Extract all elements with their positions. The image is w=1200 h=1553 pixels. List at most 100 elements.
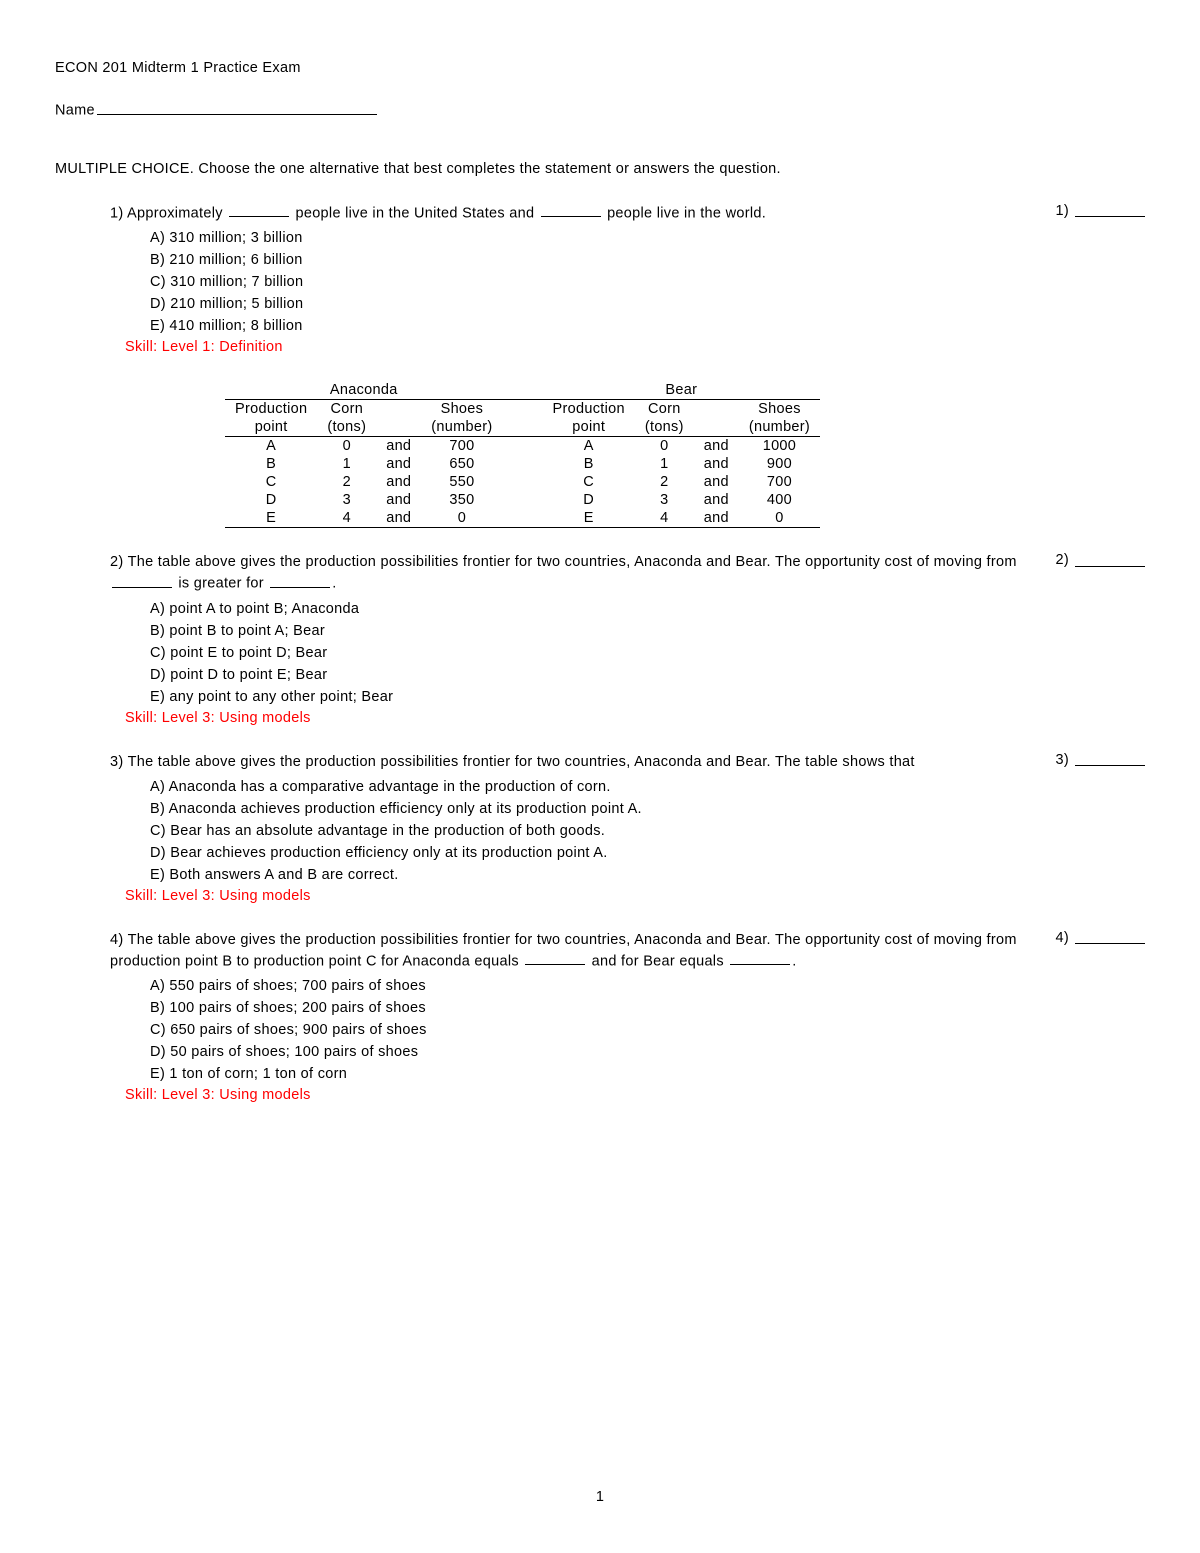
cell: A bbox=[543, 437, 635, 456]
choice: A) point A to point B; Anaconda bbox=[150, 599, 1145, 620]
q-num: 4) bbox=[110, 932, 124, 948]
col-head: Corn bbox=[635, 400, 694, 419]
cell: 3 bbox=[635, 491, 694, 509]
cell: C bbox=[543, 473, 635, 491]
skill-level: Skill: Level 3: Using models bbox=[55, 888, 1145, 904]
choice: E) any point to any other point; Bear bbox=[150, 687, 1145, 708]
cell: 1 bbox=[317, 455, 376, 473]
cell: 4 bbox=[635, 509, 694, 528]
choices-q2: A) point A to point B; Anaconda B) point… bbox=[55, 599, 1145, 708]
cell: 350 bbox=[421, 491, 502, 509]
table-row: E4and0 E4and0 bbox=[225, 509, 820, 528]
exam-title: ECON 201 Midterm 1 Practice Exam bbox=[55, 60, 1145, 76]
fill-blank[interactable] bbox=[112, 573, 172, 588]
fill-blank[interactable] bbox=[541, 203, 601, 218]
fill-blank[interactable] bbox=[270, 573, 330, 588]
fill-blank[interactable] bbox=[525, 951, 585, 966]
q-text-part: people live in the world. bbox=[603, 205, 766, 221]
cell: B bbox=[225, 455, 317, 473]
q-text-part: The table above gives the production pos… bbox=[128, 754, 915, 770]
table-country-row: Anaconda Bear bbox=[225, 381, 820, 400]
choice: C) 650 pairs of shoes; 900 pairs of shoe… bbox=[150, 1020, 1145, 1041]
cell: 0 bbox=[317, 437, 376, 456]
choice: E) Both answers A and B are correct. bbox=[150, 865, 1145, 886]
cell: 4 bbox=[317, 509, 376, 528]
cell: 1 bbox=[635, 455, 694, 473]
cell: 0 bbox=[739, 509, 820, 528]
answer-num: 3) bbox=[1045, 752, 1075, 768]
choice: B) 100 pairs of shoes; 200 pairs of shoe… bbox=[150, 998, 1145, 1019]
cell: 700 bbox=[739, 473, 820, 491]
choice: B) Anaconda achieves production efficien… bbox=[150, 799, 1145, 820]
cell: E bbox=[543, 509, 635, 528]
sub-head: point bbox=[225, 418, 317, 437]
col-head: Corn bbox=[317, 400, 376, 419]
question-text: 2) The table above gives the production … bbox=[110, 552, 1035, 595]
col-head bbox=[376, 400, 421, 419]
cell: and bbox=[376, 473, 421, 491]
question-text: 4) The table above gives the production … bbox=[110, 930, 1035, 973]
col-head: Production bbox=[543, 400, 635, 419]
sub-head bbox=[694, 418, 739, 437]
answer-num: 1) bbox=[1045, 203, 1075, 219]
q-text-part: is greater for bbox=[174, 576, 268, 592]
skill-level: Skill: Level 3: Using models bbox=[55, 710, 1145, 726]
question-1: 1) Approximately people live in the Unit… bbox=[55, 203, 1145, 225]
skill-level: Skill: Level 3: Using models bbox=[55, 1087, 1145, 1103]
name-field-line: Name bbox=[55, 100, 1145, 119]
table-row: B1and650 B1and900 bbox=[225, 455, 820, 473]
cell: and bbox=[376, 455, 421, 473]
question-2: 2) The table above gives the production … bbox=[55, 552, 1145, 595]
sub-head: (tons) bbox=[635, 418, 694, 437]
cell: 0 bbox=[635, 437, 694, 456]
cell: E bbox=[225, 509, 317, 528]
q-text-part: . bbox=[792, 953, 796, 969]
choice: D) 210 million; 5 billion bbox=[150, 294, 1145, 315]
name-underline[interactable] bbox=[97, 100, 377, 115]
choice: D) point D to point E; Bear bbox=[150, 665, 1145, 686]
cell: A bbox=[225, 437, 317, 456]
choices-q3: A) Anaconda has a comparative advantage … bbox=[55, 777, 1145, 886]
table-row: D3and350 D3and400 bbox=[225, 491, 820, 509]
choice: A) Anaconda has a comparative advantage … bbox=[150, 777, 1145, 798]
choice: D) Bear achieves production efficiency o… bbox=[150, 843, 1145, 864]
sub-head: (tons) bbox=[317, 418, 376, 437]
cell: and bbox=[694, 491, 739, 509]
table-row: C2and550 C2and700 bbox=[225, 473, 820, 491]
choice: E) 410 million; 8 billion bbox=[150, 316, 1145, 337]
q-text-part: The table above gives the production pos… bbox=[128, 554, 1017, 570]
cell: and bbox=[376, 491, 421, 509]
choice: B) point B to point A; Bear bbox=[150, 621, 1145, 642]
question-3: 3) The table above gives the production … bbox=[55, 752, 1145, 773]
answer-num: 2) bbox=[1045, 552, 1075, 568]
answer-blank[interactable] bbox=[1075, 552, 1145, 567]
name-label: Name bbox=[55, 103, 95, 119]
q-num: 3) bbox=[110, 754, 124, 770]
fill-blank[interactable] bbox=[730, 951, 790, 966]
sub-head: (number) bbox=[421, 418, 502, 437]
col-head: Shoes bbox=[739, 400, 820, 419]
col-head: Production bbox=[225, 400, 317, 419]
cell: 3 bbox=[317, 491, 376, 509]
table-row: A0and700 A0and1000 bbox=[225, 437, 820, 456]
cell: C bbox=[225, 473, 317, 491]
cell: and bbox=[694, 455, 739, 473]
col-head: Shoes bbox=[421, 400, 502, 419]
answer-blank[interactable] bbox=[1075, 930, 1145, 945]
sub-head: point bbox=[543, 418, 635, 437]
cell: 2 bbox=[635, 473, 694, 491]
choices-q1: A) 310 million; 3 billion B) 210 million… bbox=[55, 228, 1145, 337]
choice: A) 310 million; 3 billion bbox=[150, 228, 1145, 249]
skill-level: Skill: Level 1: Definition bbox=[55, 339, 1145, 355]
country-bear: Bear bbox=[543, 381, 821, 400]
choice: C) point E to point D; Bear bbox=[150, 643, 1145, 664]
q-text-part: people live in the United States and bbox=[291, 205, 539, 221]
choice: D) 50 pairs of shoes; 100 pairs of shoes bbox=[150, 1042, 1145, 1063]
answer-blank[interactable] bbox=[1075, 752, 1145, 767]
answer-blank[interactable] bbox=[1075, 203, 1145, 218]
choice: A) 550 pairs of shoes; 700 pairs of shoe… bbox=[150, 976, 1145, 997]
cell: B bbox=[543, 455, 635, 473]
cell: and bbox=[376, 509, 421, 528]
q-num: 1) bbox=[110, 205, 124, 221]
fill-blank[interactable] bbox=[229, 203, 289, 218]
